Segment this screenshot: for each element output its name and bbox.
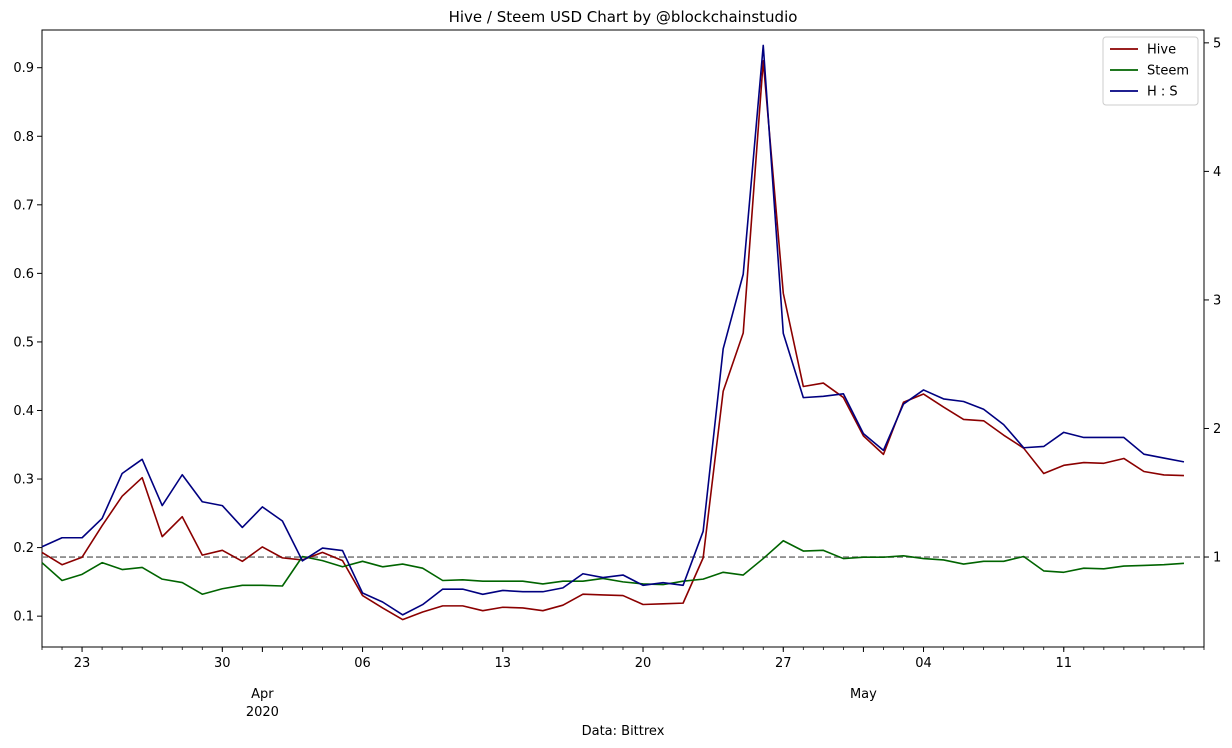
y-left-tick-label: 0.8	[13, 130, 34, 145]
y-right-tick-label: 3	[1213, 293, 1221, 308]
x-tick-label: 23	[74, 656, 91, 671]
y-left-tick-label: 0.7	[13, 198, 34, 213]
legend-label-hive: Hive	[1147, 43, 1176, 58]
x-month-label: May	[850, 687, 877, 702]
y-left-tick-label: 0.3	[13, 473, 34, 488]
y-axis-right: 1 2 3 4 5	[1204, 36, 1221, 566]
y-axis-left: 0.1 0.2 0.3 0.4 0.5 0.6 0.7 0.8 0.9	[13, 61, 42, 625]
legend-box	[1102, 36, 1199, 106]
y-left-tick-label: 0.9	[13, 61, 34, 76]
series-line-steem	[41, 539, 1185, 596]
series-line-h-s	[41, 44, 1185, 616]
chart-title: Hive / Steem USD Chart by @blockchainstu…	[449, 8, 798, 26]
legend-label-h-s: H : S	[1147, 85, 1178, 100]
x-tick-label: 13	[495, 656, 512, 671]
legend-label-steem: Steem	[1147, 64, 1189, 79]
y-left-tick-label: 0.4	[13, 404, 34, 419]
plot-frame	[41, 29, 1205, 648]
x-year-label: 2020	[246, 705, 279, 720]
y-left-tick-label: 0.5	[13, 335, 34, 350]
y-left-tick-label: 0.1	[13, 610, 34, 625]
plot-area	[41, 29, 1205, 648]
series-line-hive	[41, 60, 1184, 621]
series-group	[41, 44, 1185, 621]
x-tick-label: 30	[214, 656, 231, 671]
y-right-tick-label: 4	[1213, 165, 1221, 180]
y-right-tick-label: 5	[1213, 36, 1221, 51]
y-left-tick-label: 0.2	[13, 541, 34, 556]
x-month-label: Apr	[251, 687, 274, 702]
x-tick-label: 06	[354, 656, 371, 671]
x-axis-label: Data: Bittrex	[582, 724, 665, 739]
x-tick-label: 04	[915, 656, 932, 671]
x-tick-label: 11	[1055, 656, 1072, 671]
legend: Hive Steem H : S	[1102, 36, 1199, 106]
y-right-tick-label: 1	[1213, 551, 1221, 566]
x-tick-label: 27	[775, 656, 792, 671]
y-left-tick-label: 0.6	[13, 267, 34, 282]
y-right-tick-label: 2	[1213, 422, 1221, 437]
x-tick-label: 20	[635, 656, 652, 671]
x-axis: 23 30 06 13 20 27 04 11 Apr 2020 May	[41, 647, 1205, 720]
